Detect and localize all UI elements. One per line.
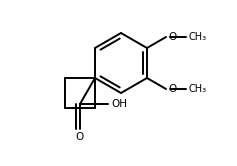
Text: CH₃: CH₃ bbox=[188, 84, 206, 94]
Text: O: O bbox=[168, 84, 176, 94]
Text: O: O bbox=[76, 132, 84, 142]
Text: CH₃: CH₃ bbox=[188, 32, 206, 42]
Text: O: O bbox=[168, 32, 176, 42]
Text: OH: OH bbox=[111, 99, 127, 109]
